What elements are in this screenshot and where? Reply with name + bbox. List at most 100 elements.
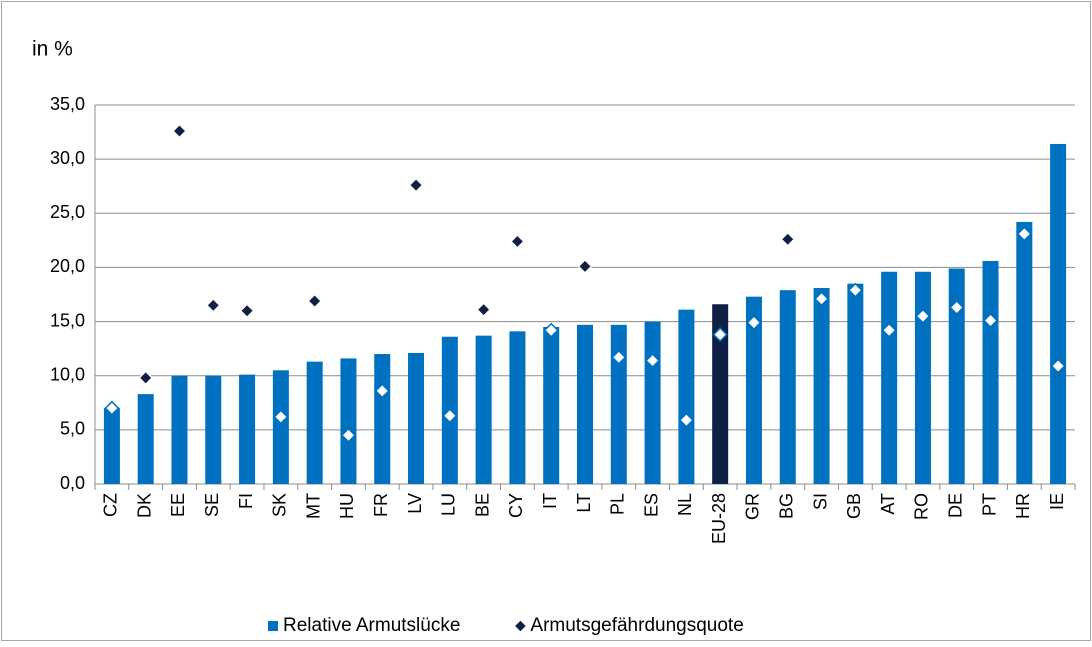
bar (610, 324, 627, 484)
x-tick-label: HU (337, 493, 357, 519)
bar (577, 324, 593, 484)
x-tick-label: GR (743, 493, 763, 520)
bar (712, 304, 729, 484)
marker (509, 233, 525, 250)
marker (746, 315, 762, 331)
marker (374, 383, 390, 399)
bar (745, 296, 762, 484)
bar (475, 335, 492, 484)
x-tick-label: LV (405, 493, 425, 514)
x-tick-label: BG (777, 493, 797, 519)
marker (104, 400, 120, 416)
x-tick-label: GB (844, 493, 864, 519)
bar (306, 361, 323, 484)
x-tick-label: SE (202, 493, 222, 517)
marker (813, 291, 830, 307)
legend-swatch (513, 619, 528, 633)
marker (205, 297, 221, 313)
marker (780, 231, 796, 247)
bar (340, 358, 357, 484)
legend-swatch (268, 621, 278, 631)
bar (374, 354, 391, 484)
x-tick-label: NL (675, 493, 695, 516)
marker (239, 303, 255, 319)
x-tick-label: RO (912, 493, 932, 520)
marker (273, 409, 289, 425)
marker (442, 408, 458, 424)
bar (543, 326, 560, 484)
bar (1016, 221, 1033, 484)
bar (914, 271, 931, 484)
marker (982, 312, 999, 329)
y-tick-label: 15,0 (50, 310, 85, 330)
marker (1050, 358, 1066, 374)
bar (272, 370, 289, 484)
bar (644, 321, 661, 484)
bar (408, 352, 425, 484)
x-tick-label: IE (1047, 493, 1067, 510)
marker (678, 412, 694, 428)
x-tick-label: BE (472, 493, 492, 517)
x-tick-label: MT (303, 493, 323, 519)
y-tick-label: 30,0 (50, 148, 85, 168)
bar (813, 288, 830, 484)
marker (915, 308, 931, 324)
marker (340, 427, 357, 443)
x-tick-label: EU-28 (709, 493, 729, 544)
x-tick-label: EE (168, 493, 188, 517)
bar (982, 260, 999, 484)
marker (881, 322, 897, 338)
x-tick-label: FR (371, 493, 391, 517)
x-tick-label: LT (574, 493, 594, 513)
x-tick-label: PL (608, 493, 628, 515)
bar (205, 375, 222, 484)
x-tick-label: SK (270, 493, 290, 517)
marker (645, 352, 661, 369)
y-tick-label: 35,0 (50, 94, 85, 114)
x-tick-label: CZ (101, 493, 121, 517)
x-tick-label: HR (1013, 493, 1033, 519)
bar (509, 331, 526, 484)
marker (1016, 226, 1032, 242)
marker (476, 302, 492, 318)
x-tick-label: ES (641, 493, 661, 517)
y-tick-label: 10,0 (50, 364, 85, 384)
bar (678, 309, 695, 484)
marker (138, 370, 154, 386)
marker (712, 327, 728, 343)
bar (881, 271, 898, 484)
x-tick-label: IT (540, 493, 560, 509)
y-tick-label: 20,0 (50, 256, 85, 276)
marker (307, 293, 323, 309)
y-tick-label: 25,0 (50, 202, 85, 222)
x-tick-label: LU (439, 493, 459, 516)
x-tick-label: FI (236, 493, 256, 509)
bar (103, 408, 120, 484)
bar (1050, 143, 1067, 485)
bar (948, 268, 965, 484)
bar (239, 374, 256, 484)
x-tick-label: CY (506, 493, 526, 518)
x-tick-label: AT (878, 493, 898, 515)
x-tick-label: DK (134, 493, 154, 518)
marker (171, 123, 188, 139)
marker (577, 258, 593, 274)
marker (847, 282, 863, 298)
y-tick-label: 0,0 (60, 473, 85, 493)
marker (949, 299, 965, 316)
marker (611, 349, 627, 365)
bar (137, 394, 154, 484)
marker (543, 322, 559, 338)
y-axis-label: in % (32, 38, 73, 61)
x-tick-label: DE (945, 493, 965, 518)
bar (171, 375, 188, 484)
marker (408, 177, 424, 193)
x-tick-label: SI (810, 493, 830, 510)
legend-label: Relative Armutslücke (283, 615, 460, 636)
y-tick-label: 5,0 (60, 419, 85, 439)
legend-label: Armutsgefährdungsquote (530, 615, 743, 636)
bar (779, 290, 796, 484)
bar (847, 283, 864, 484)
